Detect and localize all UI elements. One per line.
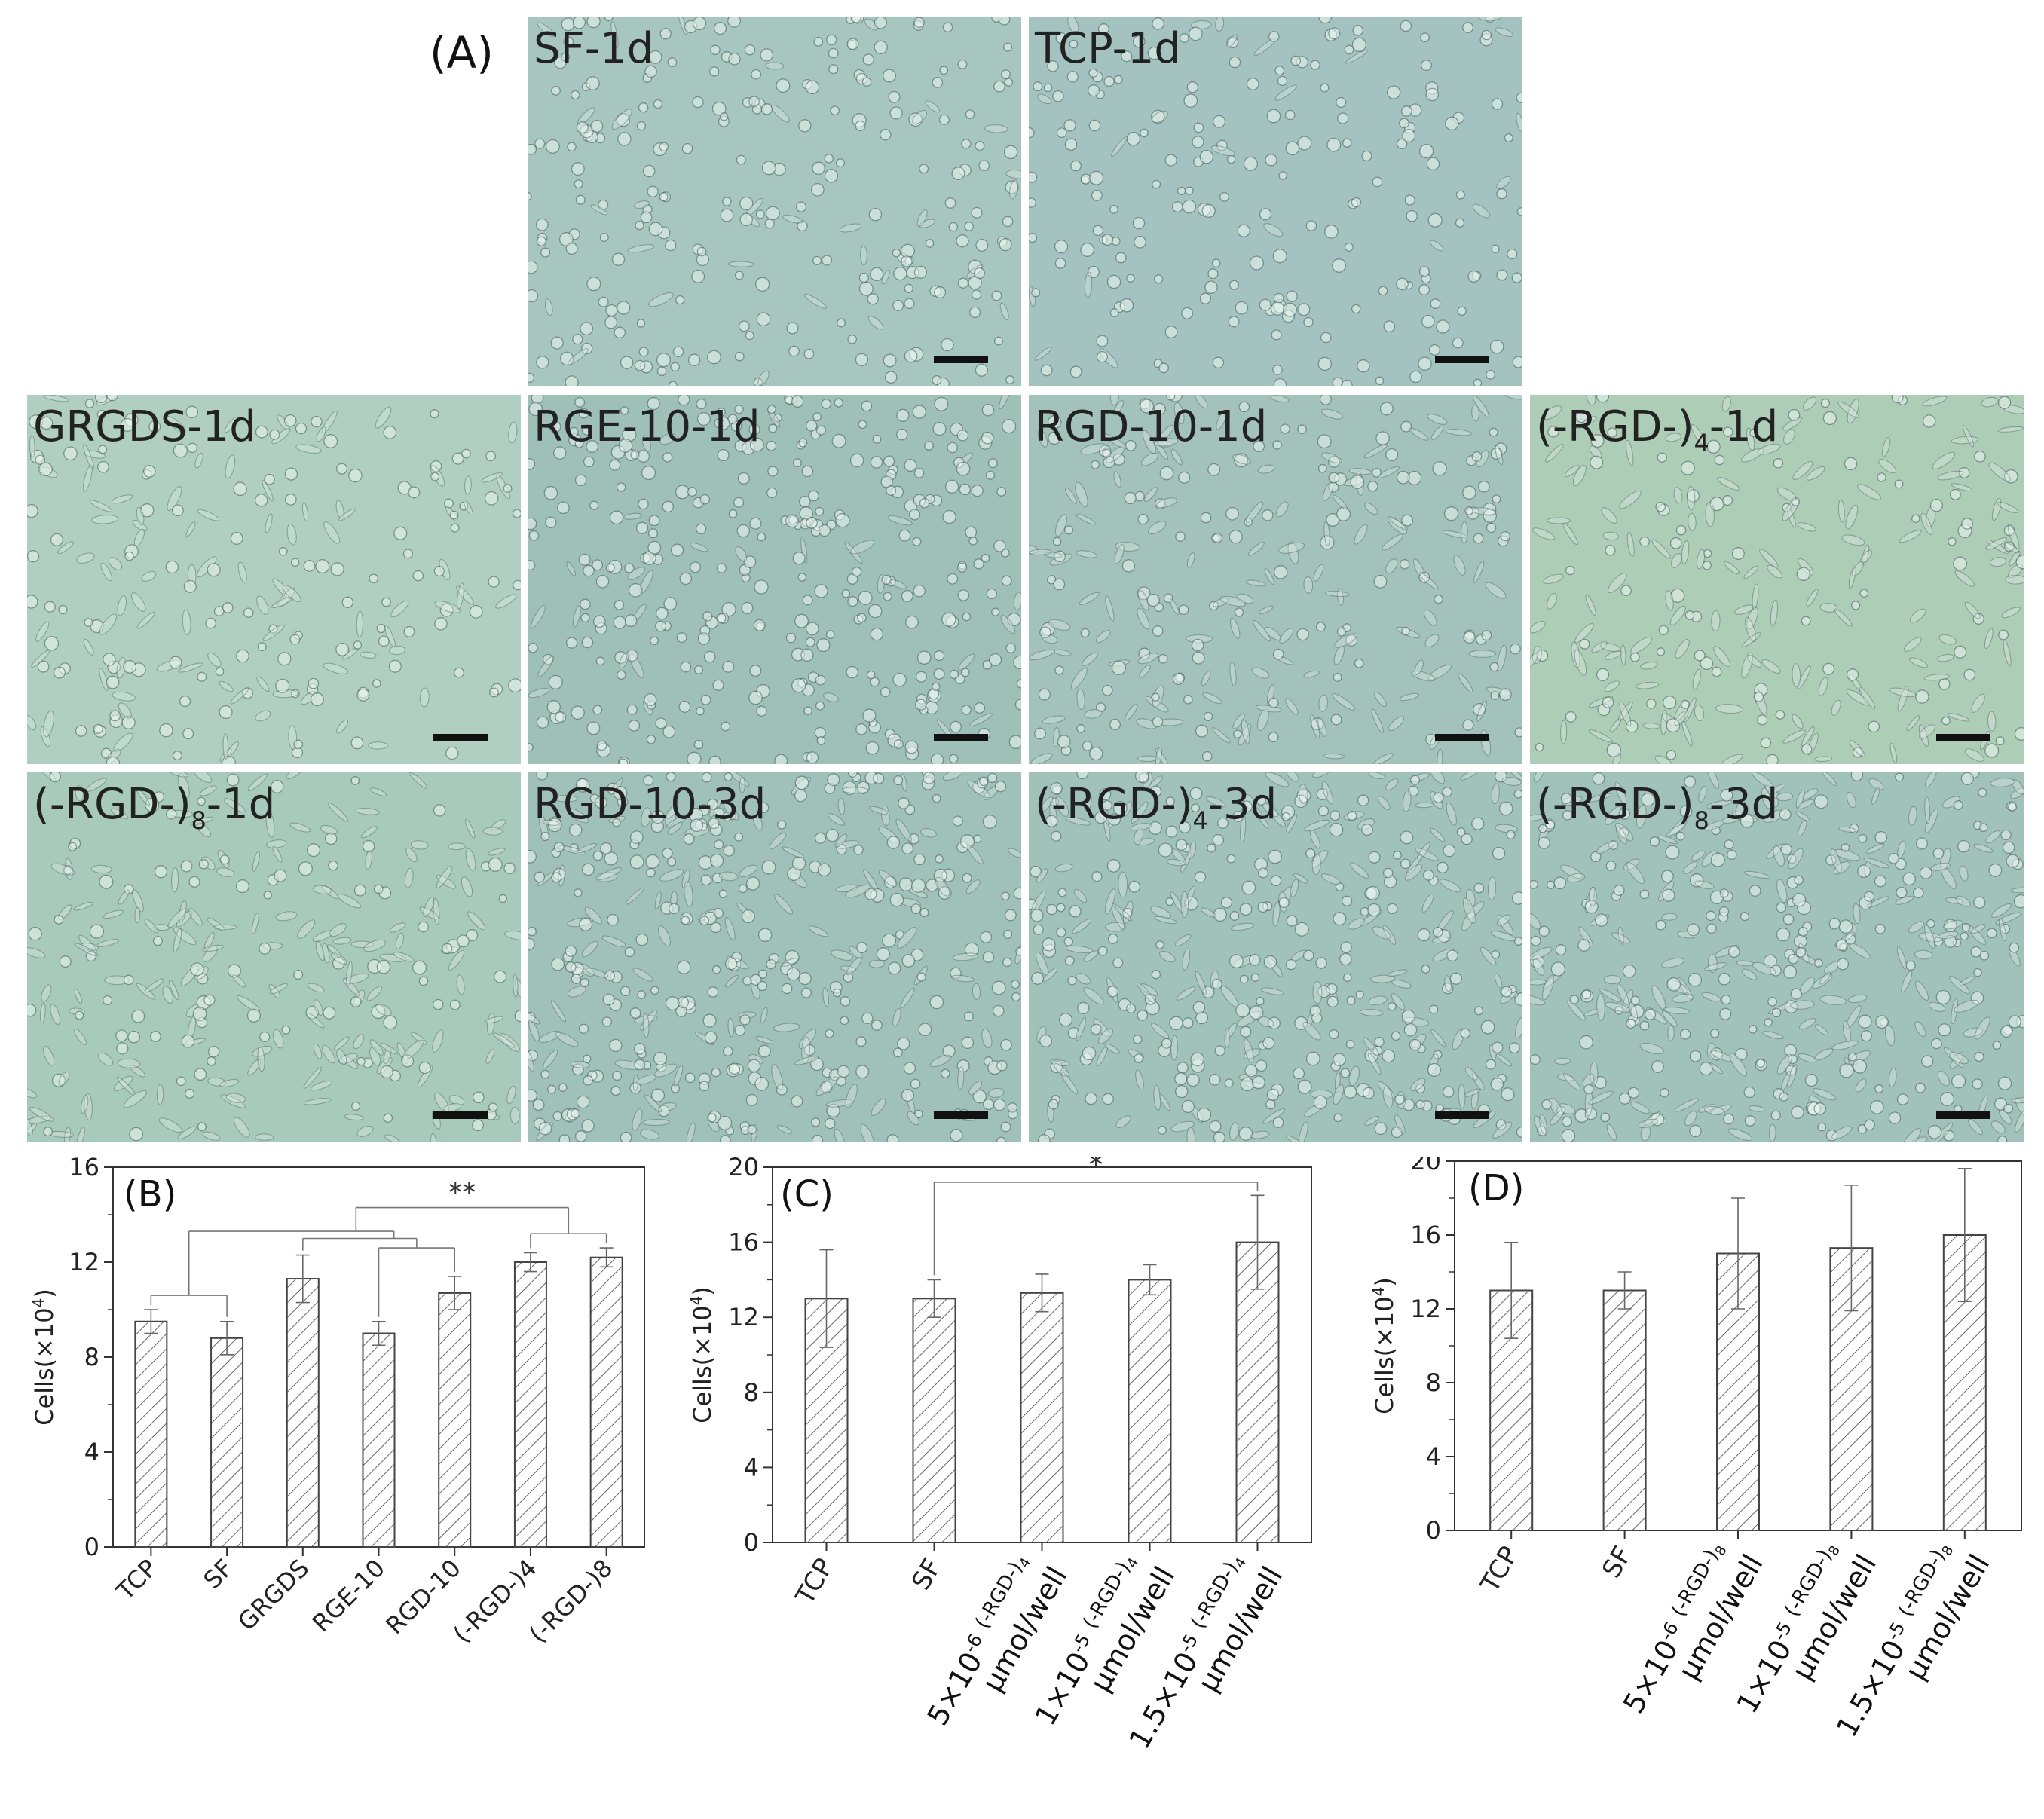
bar — [286, 1278, 320, 1548]
micrograph-grid: (A) SF-1d TCP-1d GRGDS-1d RGE-10-1d RGD-10-1… — [27, 17, 2024, 1142]
bar — [912, 1298, 956, 1544]
scale-bar — [934, 356, 988, 363]
micrograph-panel: RGD-10-3d — [528, 772, 1021, 1142]
micrograph-panel: GRGDS-1d — [27, 395, 521, 764]
x-tick-label: (-RGD-)4 — [448, 1554, 543, 1649]
bar — [1235, 1241, 1280, 1543]
cell-texture — [1530, 772, 2024, 1142]
y-axis-label: Cells(×104) — [687, 1286, 717, 1423]
x-tick-label: SF — [1596, 1542, 1638, 1584]
cell-texture — [1029, 772, 1522, 1142]
scale-bar — [1435, 1111, 1489, 1119]
y-tick-label: 12 — [728, 1303, 759, 1331]
scale-bar — [934, 734, 988, 741]
panel-a-label: (A) — [430, 27, 494, 78]
y-axis-label: Cells(×104) — [1369, 1277, 1399, 1414]
x-tick-label: SF — [906, 1554, 947, 1596]
scale-bar — [1435, 356, 1489, 363]
y-tick-label: 0 — [84, 1533, 99, 1561]
y-tick-label: 16 — [728, 1228, 759, 1257]
y-tick-label: 4 — [1426, 1442, 1441, 1471]
micrograph-label: (-RGD-)8-1d — [33, 780, 276, 835]
bar — [362, 1332, 396, 1548]
y-tick-label: 12 — [69, 1248, 99, 1276]
scale-bar — [1435, 734, 1489, 741]
micrograph-panel: (-RGD-)4-3d — [1029, 772, 1522, 1142]
micrograph-panel: (-RGD-)8-1d — [27, 772, 521, 1142]
x-tick-label: GRGDS — [232, 1554, 314, 1636]
x-tick-label: RGE-10 — [307, 1554, 390, 1637]
bar — [589, 1256, 623, 1548]
micrograph-panel: (-RGD-)4-1d — [1530, 395, 2024, 764]
micrograph-label: TCP-1d — [1035, 24, 1181, 73]
cell-texture — [27, 772, 521, 1142]
scale-bar — [433, 734, 488, 741]
micrograph-label: RGE-10-1d — [534, 402, 760, 451]
y-tick-label: 0 — [1426, 1516, 1441, 1545]
y-tick-label: 4 — [84, 1438, 99, 1466]
cell-texture — [528, 395, 1021, 764]
micrograph-label: (-RGD-)4-3d — [1035, 780, 1278, 835]
scale-bar — [934, 1111, 988, 1119]
y-tick-label: 16 — [69, 1157, 99, 1182]
significance-marker: * — [1089, 1157, 1103, 1182]
cell-texture — [27, 395, 521, 764]
micrograph-label: (-RGD-)4-1d — [1536, 402, 1779, 457]
y-tick-label: 20 — [728, 1157, 759, 1182]
y-axis-label: Cells(×104) — [29, 1289, 59, 1426]
micrograph-panel: RGD-10-1d — [1029, 395, 1522, 764]
cell-texture — [1029, 17, 1522, 386]
micrograph-panel: SF-1d — [528, 17, 1021, 386]
y-tick-label: 8 — [1426, 1368, 1441, 1397]
micrograph-label: SF-1d — [534, 24, 654, 73]
scale-bar — [1936, 1111, 1990, 1119]
x-tick-label: TCP — [1474, 1542, 1525, 1598]
bar — [134, 1320, 168, 1548]
x-tick-label: TCP — [790, 1554, 840, 1610]
panel-label: (B) — [124, 1173, 176, 1215]
y-tick-label: 8 — [744, 1378, 759, 1407]
micrograph-panel: TCP-1d — [1029, 17, 1522, 386]
y-tick-label: 16 — [1410, 1221, 1441, 1249]
micrograph-label: RGD-10-3d — [534, 780, 766, 829]
scale-bar — [1936, 734, 1990, 741]
y-tick-label: 20 — [1410, 1157, 1441, 1175]
micrograph-label: GRGDS-1d — [33, 402, 256, 451]
bar — [1020, 1292, 1064, 1544]
x-tick-label: SF — [197, 1554, 238, 1594]
significance-marker: ** — [448, 1178, 476, 1209]
y-tick-label: 12 — [1410, 1295, 1441, 1323]
panel-label: (C) — [780, 1173, 834, 1215]
bar — [1602, 1289, 1647, 1531]
bar — [210, 1337, 244, 1548]
micrograph-label: RGD-10-1d — [1035, 402, 1268, 451]
cell-texture — [1029, 395, 1522, 764]
y-tick-label: 8 — [84, 1343, 99, 1371]
y-tick-label: 0 — [744, 1528, 759, 1557]
micrograph-panel: (-RGD-)8-3d — [1530, 772, 2024, 1142]
x-tick-label: TCP — [110, 1554, 163, 1607]
y-tick-label: 4 — [744, 1453, 759, 1481]
cell-texture — [1530, 395, 2024, 764]
panel-label: (D) — [1468, 1167, 1524, 1209]
bar — [438, 1292, 472, 1548]
bar — [1128, 1279, 1172, 1543]
cell-texture — [528, 772, 1021, 1142]
scale-bar — [433, 1111, 488, 1119]
micrograph-label: (-RGD-)8-3d — [1536, 780, 1779, 835]
cell-texture — [528, 17, 1021, 386]
bar — [513, 1261, 547, 1548]
x-tick-label: (-RGD-)8 — [523, 1554, 618, 1649]
micrograph-panel: RGE-10-1d — [528, 395, 1021, 764]
